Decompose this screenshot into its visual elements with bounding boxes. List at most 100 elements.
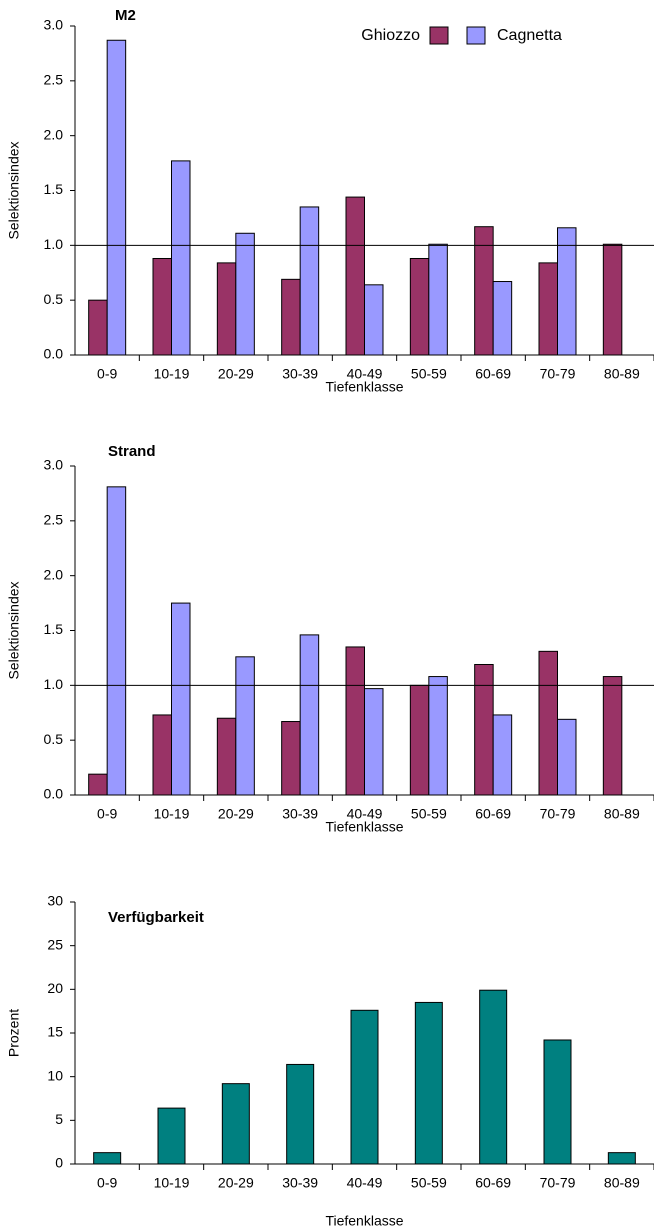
x-tick-label: 70-79 — [540, 366, 576, 382]
y-tick-label: 0.5 — [44, 291, 64, 307]
x-tick-label: 30-39 — [282, 1175, 318, 1191]
y-tick-label: 1.0 — [44, 236, 64, 252]
bar — [235, 232, 255, 356]
x-tick-label: 50-59 — [411, 1175, 447, 1191]
bar — [106, 486, 127, 796]
bar — [479, 989, 508, 1165]
y-tick-label: 15 — [47, 1024, 63, 1040]
bar — [235, 656, 255, 796]
x-tick-label: 80-89 — [604, 1175, 640, 1191]
y-tick-label: 2.0 — [44, 126, 64, 142]
chart-title: Strand — [108, 443, 156, 460]
bar — [474, 663, 494, 796]
x-tick-label: 80-89 — [604, 806, 640, 822]
x-tick-label: 20-29 — [218, 1175, 254, 1191]
bar — [171, 160, 191, 356]
bar — [428, 243, 448, 356]
bar — [557, 227, 577, 356]
x-tick-label: 10-19 — [154, 1175, 190, 1191]
y-tick-label: 1.5 — [44, 181, 64, 197]
x-tick-label: 60-69 — [475, 806, 511, 822]
bar — [474, 226, 494, 356]
x-tick-label: 10-19 — [154, 806, 190, 822]
bar — [299, 206, 320, 356]
y-tick-label: 3.0 — [44, 17, 64, 33]
y-tick-label: 20 — [47, 980, 63, 996]
bar — [299, 634, 320, 796]
bar — [216, 717, 237, 796]
bar — [157, 1107, 186, 1165]
bar — [152, 257, 172, 356]
bar — [106, 39, 127, 356]
legend-swatch — [429, 26, 449, 45]
bar — [602, 676, 623, 796]
bar — [286, 1063, 315, 1165]
x-tick-label: 60-69 — [475, 366, 511, 382]
bar — [221, 1083, 250, 1165]
bar — [345, 196, 365, 356]
bar — [88, 299, 108, 356]
x-tick-label: 70-79 — [540, 806, 576, 822]
y-tick-label: 1.0 — [44, 676, 64, 692]
bar — [152, 714, 172, 796]
y-tick-label: 10 — [47, 1067, 63, 1083]
bar — [602, 243, 623, 356]
x-tick-label: 20-29 — [218, 806, 254, 822]
y-axis-label: Prozent — [6, 1009, 22, 1057]
y-axis-label: Selektionsindex — [6, 581, 22, 679]
x-tick-label: 30-39 — [282, 366, 318, 382]
bar — [345, 646, 365, 796]
x-tick-label: 10-19 — [154, 366, 190, 382]
y-tick-label: 30 — [47, 893, 63, 909]
y-tick-label: 0.5 — [44, 731, 64, 747]
x-tick-label: 40-49 — [347, 366, 383, 382]
bar — [409, 257, 430, 356]
y-tick-label: 3.0 — [44, 457, 64, 473]
y-tick-label: 0 — [55, 1155, 63, 1171]
bar — [543, 1039, 572, 1165]
bar — [350, 1009, 379, 1165]
legend-swatch — [466, 26, 486, 45]
y-tick-label: 2.5 — [44, 72, 64, 88]
bar — [428, 676, 448, 796]
x-tick-label: 30-39 — [282, 806, 318, 822]
bar — [88, 773, 108, 796]
bar — [364, 284, 384, 356]
bar — [414, 1001, 443, 1165]
bar — [409, 684, 430, 796]
x-tick-label: 0-9 — [97, 366, 117, 382]
y-tick-label: 25 — [47, 936, 63, 952]
bar — [171, 602, 191, 796]
x-tick-label: 80-89 — [604, 366, 640, 382]
bar — [93, 1152, 122, 1165]
x-axis-label: Tiefenklasse — [325, 819, 403, 835]
bar — [538, 650, 558, 796]
x-tick-label: 20-29 — [218, 366, 254, 382]
bar — [492, 281, 513, 356]
y-tick-label: 0.0 — [44, 346, 64, 362]
bar — [281, 721, 301, 796]
bar — [538, 262, 558, 356]
legend-label: Ghiozzo — [361, 27, 420, 44]
y-axis-label: Selektionsindex — [6, 141, 22, 239]
x-tick-label: 0-9 — [97, 806, 117, 822]
x-tick-label: 70-79 — [540, 1175, 576, 1191]
x-tick-label: 40-49 — [347, 806, 383, 822]
y-tick-label: 0.0 — [44, 786, 64, 802]
y-tick-label: 2.5 — [44, 512, 64, 528]
y-tick-label: 5 — [55, 1111, 63, 1127]
bar — [557, 718, 577, 796]
bar — [364, 688, 384, 796]
x-tick-label: 50-59 — [411, 366, 447, 382]
x-axis-label: Tiefenklasse — [325, 379, 403, 395]
legend-label: Cagnetta — [497, 27, 562, 44]
x-tick-label: 50-59 — [411, 806, 447, 822]
bar — [216, 262, 237, 356]
x-tick-label: 40-49 — [347, 1175, 383, 1191]
x-tick-label: 0-9 — [97, 1175, 117, 1191]
y-tick-label: 2.0 — [44, 566, 64, 582]
bar — [607, 1152, 636, 1165]
x-axis-label: Tiefenklasse — [325, 1213, 403, 1229]
bar — [281, 278, 301, 356]
